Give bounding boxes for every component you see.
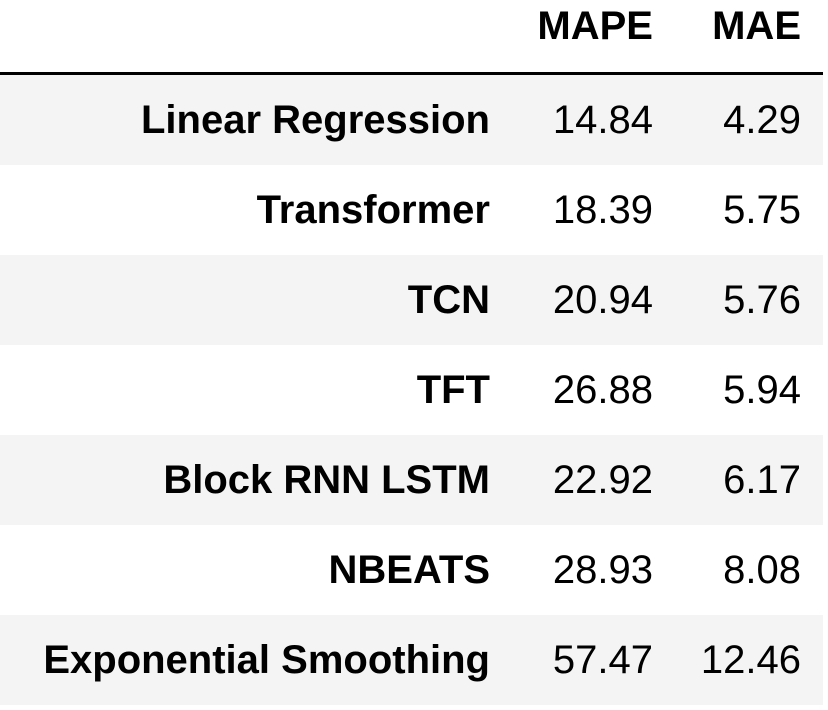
- table-row: Linear Regression 14.84 4.29: [0, 75, 823, 165]
- table-row: TFT 26.88 5.94: [0, 345, 823, 435]
- table-header: MAPE MAE: [0, 0, 823, 75]
- mae-cell: 5.76: [723, 278, 801, 322]
- mape-cell: 18.39: [552, 188, 653, 232]
- mape-cell: 57.47: [552, 638, 653, 682]
- table-row: Transformer 18.39 5.75: [0, 165, 823, 255]
- mape-cell: 26.88: [552, 368, 653, 412]
- mae-cell: 8.08: [723, 548, 801, 592]
- mape-cell: 28.93: [552, 548, 653, 592]
- model-name-cell: NBEATS: [328, 548, 490, 592]
- mae-cell: 4.29: [723, 98, 801, 142]
- mape-cell: 22.92: [552, 458, 653, 502]
- model-name-cell: Exponential Smoothing: [43, 638, 490, 682]
- table-row: TCN 20.94 5.76: [0, 255, 823, 345]
- table-row: Block RNN LSTM 22.92 6.17: [0, 435, 823, 525]
- table-row: Exponential Smoothing 57.47 12.46: [0, 615, 823, 705]
- mae-cell: 6.17: [723, 458, 801, 502]
- model-name-cell: TFT: [416, 368, 490, 412]
- model-name-cell: Linear Regression: [140, 98, 490, 142]
- table-row: NBEATS 28.93 8.08: [0, 525, 823, 615]
- model-name-cell: Transformer: [256, 188, 490, 232]
- mae-cell: 5.94: [723, 368, 801, 412]
- model-name-cell: Block RNN LSTM: [163, 458, 490, 502]
- mape-cell: 20.94: [552, 278, 653, 322]
- column-header-mae: MAE: [712, 4, 801, 48]
- mae-cell: 12.46: [700, 638, 801, 682]
- mape-cell: 14.84: [552, 98, 653, 142]
- column-header-mape: MAPE: [537, 4, 653, 48]
- mae-cell: 5.75: [723, 188, 801, 232]
- model-name-cell: TCN: [407, 278, 490, 322]
